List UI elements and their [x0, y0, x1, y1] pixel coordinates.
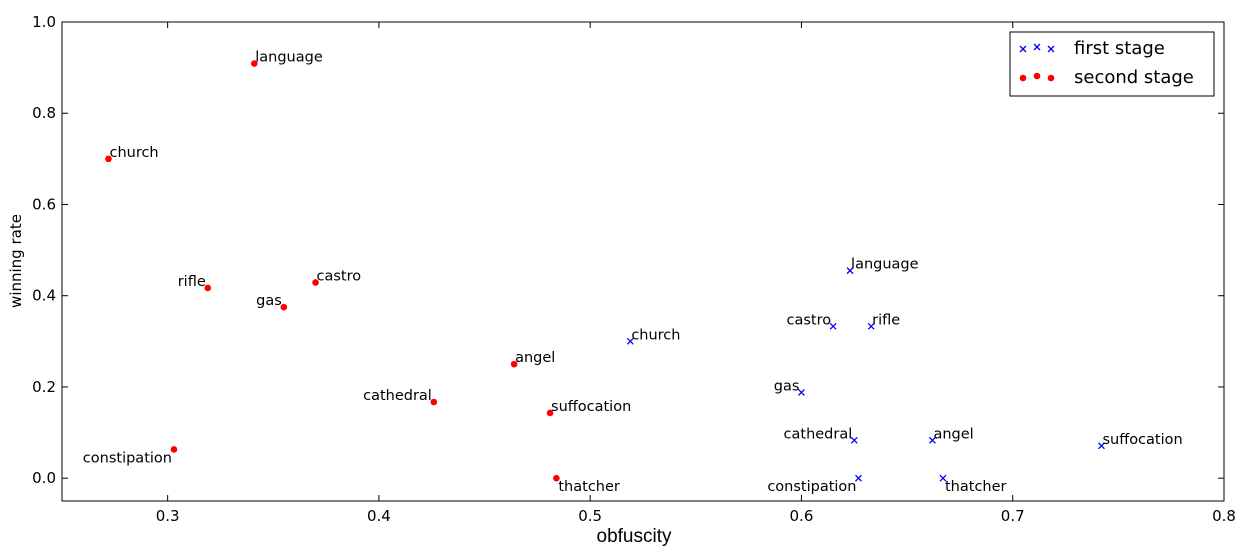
y-tick-label: 0.4 [32, 287, 56, 305]
data-point-stroke [846, 267, 854, 275]
point-label: suffocation [1102, 432, 1182, 448]
data-point [105, 155, 112, 163]
point-label: cathedral [363, 388, 432, 404]
data-point [546, 409, 554, 417]
point-label: constipation [83, 450, 172, 466]
data-point [250, 60, 258, 67]
data-point [846, 267, 854, 275]
data-point-stroke [855, 474, 862, 482]
legend-label: second stage [1074, 67, 1194, 88]
legend-marker [1047, 74, 1055, 82]
data-point [1098, 442, 1105, 450]
point-label: gas [774, 378, 800, 394]
data-point [867, 322, 875, 330]
legend-marker-stroke [1033, 43, 1041, 51]
y-tick-label: 0.2 [32, 378, 56, 396]
x-axis-label: obfuscity [597, 526, 672, 546]
data-point-stroke [829, 322, 837, 330]
legend-marker-stroke [1047, 45, 1055, 53]
point-label: language [255, 50, 323, 66]
point-label: cathedral [784, 426, 853, 442]
data-point-stroke [850, 436, 858, 444]
series-0: language church castro rifle gas cathedral ang… [626, 257, 1183, 495]
legend-marker [1019, 74, 1027, 82]
point-label: church [631, 327, 680, 343]
y-axis-label: winning rate [7, 214, 25, 308]
data-point [553, 474, 560, 482]
y-tick-label: 0.0 [32, 469, 56, 487]
legend: first stage second stage [1009, 31, 1215, 97]
data-point-stroke [626, 337, 634, 345]
data-point-stroke [928, 436, 936, 444]
point-label: thatcher [558, 479, 620, 495]
axis-ticks: 0.3 0.4 0.5 0.6 0.7 0.8 0.0 0.2 0.4 0.6 0.8 1.0 [32, 13, 1236, 525]
point-label: castro [787, 312, 832, 328]
point-label: suffocation [551, 399, 631, 415]
data-point [510, 360, 518, 368]
y-tick-label: 0.8 [32, 104, 56, 122]
point-label: church [109, 145, 158, 161]
data-point [626, 337, 634, 345]
point-label: rifle [872, 312, 900, 328]
legend-marker [1033, 43, 1041, 51]
data-point [797, 388, 805, 396]
point-label: gas [256, 293, 282, 309]
x-tick-label: 0.4 [367, 507, 391, 525]
data-point [928, 436, 936, 444]
point-label: language [851, 257, 919, 273]
x-tick-label: 0.6 [790, 507, 814, 525]
data-point [850, 436, 858, 444]
data-point-stroke [1098, 442, 1105, 450]
data-point [312, 279, 319, 286]
chart-marks: language church castro rifle gas cathedral ang… [83, 50, 1183, 496]
data-point [829, 322, 837, 330]
y-tick-label: 1.0 [32, 13, 56, 31]
data-point-stroke [867, 322, 875, 330]
legend-marker [1047, 45, 1055, 53]
point-label: constipation [767, 479, 856, 495]
series-1: language church castro rifle gas angel cathedr… [83, 50, 631, 496]
data-point [855, 474, 862, 482]
legend-marker [1033, 72, 1041, 80]
legend-label: first stage [1074, 38, 1165, 59]
point-label: thatcher [945, 479, 1007, 495]
data-point-stroke [939, 474, 947, 482]
data-point [204, 284, 212, 292]
point-label: castro [317, 268, 362, 284]
x-tick-label: 0.8 [1212, 507, 1236, 525]
data-point-stroke [797, 388, 805, 396]
legend-marker-stroke [1019, 45, 1027, 53]
plot-frame [61, 21, 1225, 502]
data-point [430, 398, 438, 406]
data-point [939, 474, 947, 482]
x-tick-label: 0.3 [156, 507, 180, 525]
legend-box [1009, 31, 1215, 97]
point-label: rifle [178, 274, 206, 290]
point-label: angel [515, 350, 555, 366]
point-label: angel [933, 426, 973, 442]
data-point [280, 303, 288, 311]
y-tick-label: 0.6 [32, 195, 56, 213]
legend-marker [1019, 45, 1027, 53]
data-point [170, 446, 178, 453]
x-tick-label: 0.5 [578, 507, 602, 525]
x-tick-label: 0.7 [1001, 507, 1025, 525]
